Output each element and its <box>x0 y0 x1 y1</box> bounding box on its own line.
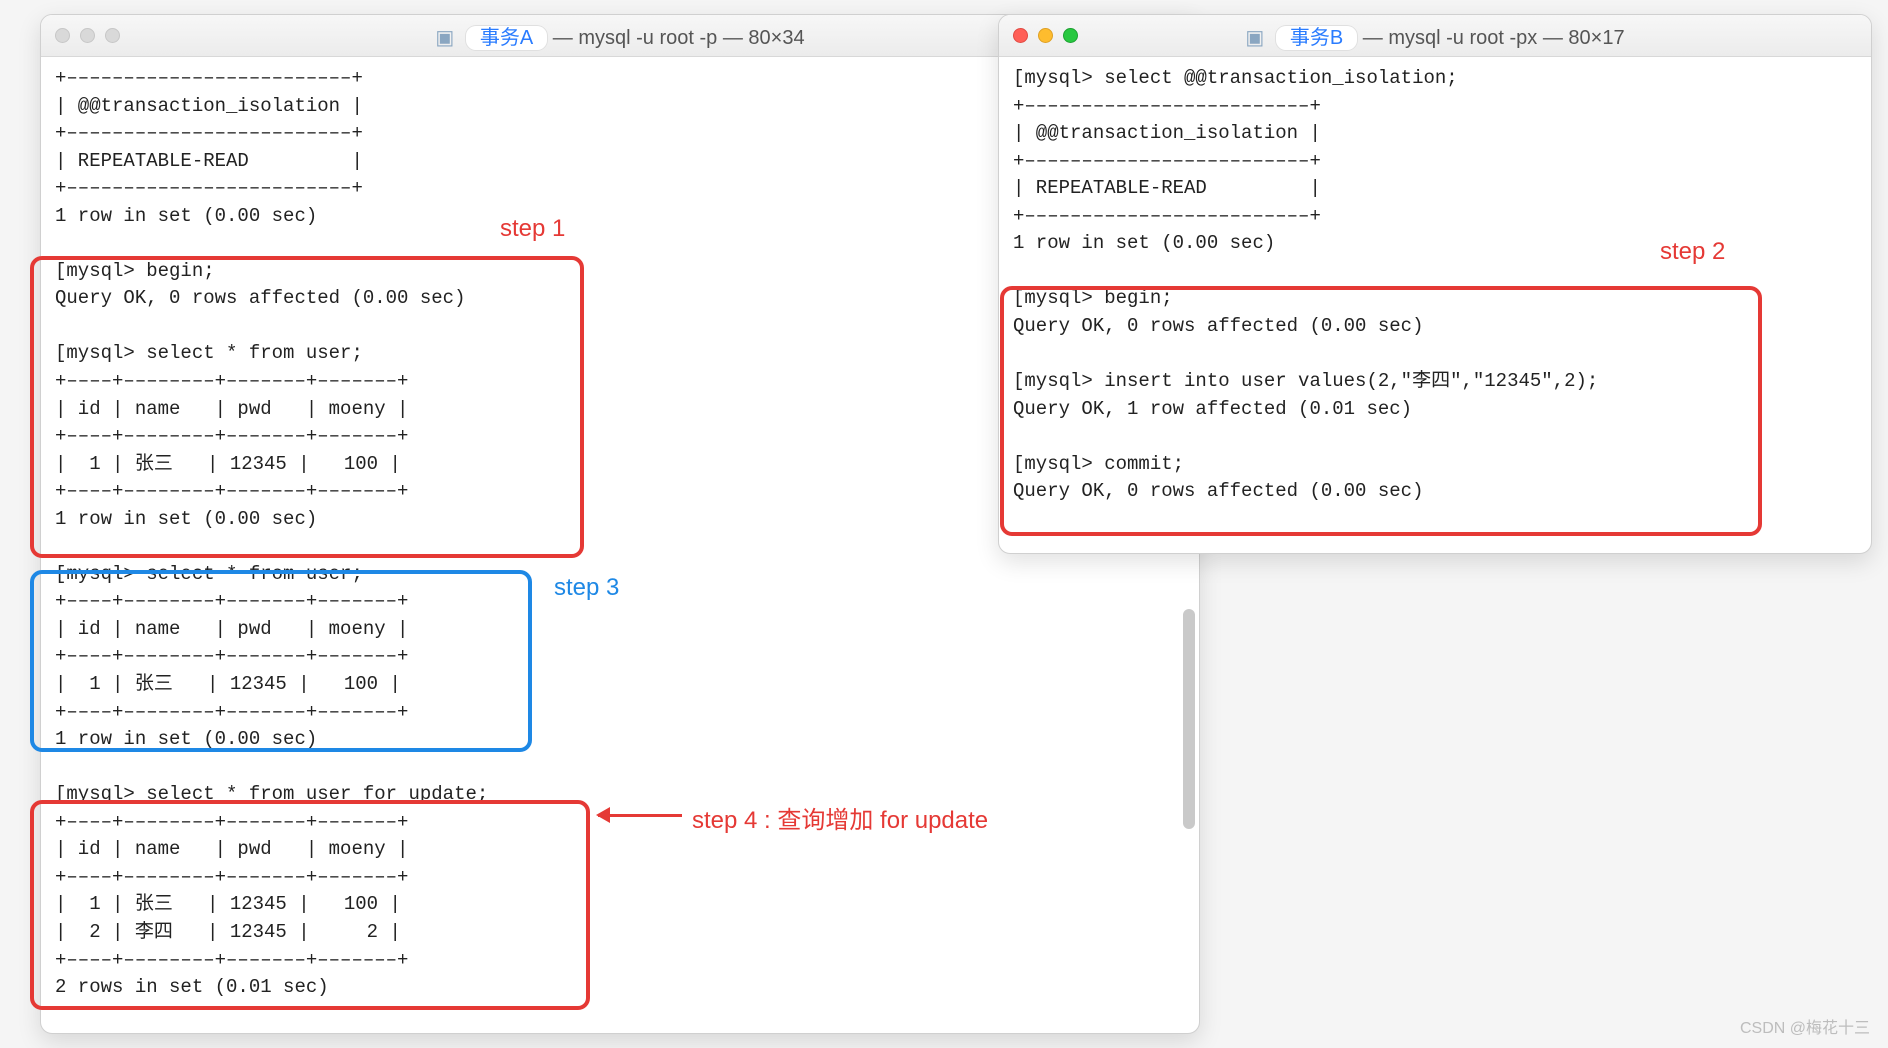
title-suffix-b: — mysql -u root -px — 80×17 <box>1363 27 1625 49</box>
terminal-line: [mysql> select * from user; <box>55 561 1185 589</box>
terminal-line: +––––+––––––––+–––––––+–––––––+ <box>55 643 1185 671</box>
terminal-window-b: ▣ 事务B — mysql -u root -px — 80×17 [mysql… <box>998 14 1872 554</box>
titlebar-b: ▣ 事务B — mysql -u root -px — 80×17 <box>999 15 1871 57</box>
terminal-line: +––––+––––––––+–––––––+–––––––+ <box>55 864 1185 892</box>
terminal-line <box>55 754 1185 782</box>
terminal-line: | @@transaction_isolation | <box>1013 120 1857 148</box>
terminal-line: | 2 | 李四 | 12345 | 2 | <box>55 919 1185 947</box>
terminal-line: [mysql> insert into user values(2,"李四","… <box>1013 368 1857 396</box>
step4-arrow <box>598 814 682 817</box>
terminal-line: Query OK, 1 row affected (0.01 sec) <box>1013 396 1857 424</box>
watermark: CSDN @梅花十三 <box>1740 1014 1870 1038</box>
close-icon[interactable] <box>1013 28 1028 43</box>
terminal-line: Query OK, 0 rows affected (0.00 sec) <box>1013 313 1857 341</box>
folder-icon: ▣ <box>435 27 454 49</box>
terminal-line: | 1 | 张三 | 12345 | 100 | <box>55 891 1185 919</box>
terminal-line: 1 row in set (0.00 sec) <box>55 726 1185 754</box>
terminal-line: | id | name | pwd | moeny | <box>55 836 1185 864</box>
zoom-icon[interactable] <box>105 28 120 43</box>
terminal-line: +–––––––––––––––––––––––––+ <box>1013 148 1857 176</box>
zoom-icon[interactable] <box>1063 28 1078 43</box>
terminal-line: Query OK, 0 rows affected (0.00 sec) <box>1013 478 1857 506</box>
terminal-line: +–––––––––––––––––––––––––+ <box>1013 93 1857 121</box>
terminal-line: [mysql> begin; <box>1013 285 1857 313</box>
terminal-line <box>1013 340 1857 368</box>
terminal-line: [mysql> commit; <box>1013 451 1857 479</box>
terminal-body-b[interactable]: [mysql> select @@transaction_isolation;+… <box>999 57 1871 520</box>
close-icon[interactable] <box>55 28 70 43</box>
terminal-line: 1 row in set (0.00 sec) <box>1013 230 1857 258</box>
traffic-lights-a <box>55 28 120 43</box>
terminal-line: +––––+––––––––+–––––––+–––––––+ <box>55 809 1185 837</box>
terminal-line: | id | name | pwd | moeny | <box>55 616 1185 644</box>
tab-label-b: 事务B <box>1276 26 1357 50</box>
title-suffix-a: — mysql -u root -p — 80×34 <box>553 27 805 49</box>
window-title-b: ▣ 事务B — mysql -u root -px — 80×17 <box>999 21 1871 50</box>
terminal-line: +––––+––––––––+–––––––+–––––––+ <box>55 947 1185 975</box>
terminal-line: +–––––––––––––––––––––––––+ <box>1013 203 1857 231</box>
terminal-line: | 1 | 张三 | 12345 | 100 | <box>55 671 1185 699</box>
minimize-icon[interactable] <box>1038 28 1053 43</box>
minimize-icon[interactable] <box>80 28 95 43</box>
scrollbar-thumb-a[interactable] <box>1183 609 1195 829</box>
terminal-line: [mysql> select @@transaction_isolation; <box>1013 65 1857 93</box>
terminal-line: 2 rows in set (0.01 sec) <box>55 974 1185 1002</box>
terminal-line: +––––+––––––––+–––––––+–––––––+ <box>55 588 1185 616</box>
terminal-line <box>1013 258 1857 286</box>
terminal-line: [mysql> select * from user for update; <box>55 781 1185 809</box>
terminal-line: +––––+––––––––+–––––––+–––––––+ <box>55 699 1185 727</box>
folder-icon: ▣ <box>1245 27 1264 49</box>
traffic-lights-b <box>1013 28 1078 43</box>
terminal-line <box>1013 423 1857 451</box>
terminal-line: | REPEATABLE-READ | <box>1013 175 1857 203</box>
tab-label-a: 事务A <box>466 26 547 50</box>
